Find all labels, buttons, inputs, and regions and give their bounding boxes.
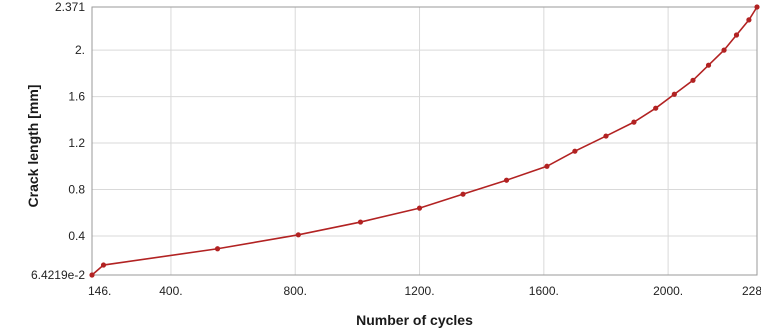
data-point: [754, 4, 760, 10]
data-point: [544, 163, 550, 169]
data-point: [690, 77, 696, 83]
x-tick-label: 400.: [159, 284, 182, 298]
grid-lines: [91, 6, 758, 276]
data-point: [733, 32, 740, 38]
data-point: [746, 17, 752, 23]
data-point: [503, 177, 510, 183]
data-point: [631, 119, 637, 125]
y-tick-label: 1.2: [68, 136, 85, 150]
y-axis-title: Crack length [mm]: [25, 85, 41, 208]
y-tick-label: 6.4219e-2: [31, 268, 85, 282]
data-point: [705, 62, 712, 68]
data-point: [572, 148, 578, 154]
y-tick-label: 1.6: [68, 90, 85, 104]
data-point: [460, 191, 466, 197]
data-point: [295, 232, 301, 238]
series-line-crack-length: [91, 6, 758, 276]
data-point: [721, 47, 727, 53]
y-axis-ticks: 6.4219e-2 0.4 0.8 1.2 1.6 2. 2.371: [31, 0, 85, 282]
x-tick-label: 1200.: [405, 284, 435, 298]
y-tick-label: 0.8: [68, 183, 85, 197]
data-point: [671, 91, 677, 97]
data-point: [100, 262, 107, 268]
plot-area: [91, 6, 758, 276]
data-point: [416, 205, 423, 211]
x-tick-label: 800.: [284, 284, 307, 298]
x-tick-label: 2000.: [653, 284, 683, 298]
data-point: [89, 272, 95, 278]
data-point: [603, 133, 609, 139]
data-point: [653, 105, 659, 111]
x-axis-title: Number of cycles: [356, 312, 473, 328]
y-tick-label: 2.371: [55, 0, 85, 14]
x-tick-label: 146.: [88, 284, 111, 298]
y-tick-label: 2.: [75, 43, 85, 57]
y-tick-label: 0.4: [68, 229, 85, 243]
data-point: [357, 219, 364, 225]
x-tick-label: 1600.: [529, 284, 559, 298]
series-points: [89, 4, 760, 278]
data-point: [214, 246, 221, 252]
